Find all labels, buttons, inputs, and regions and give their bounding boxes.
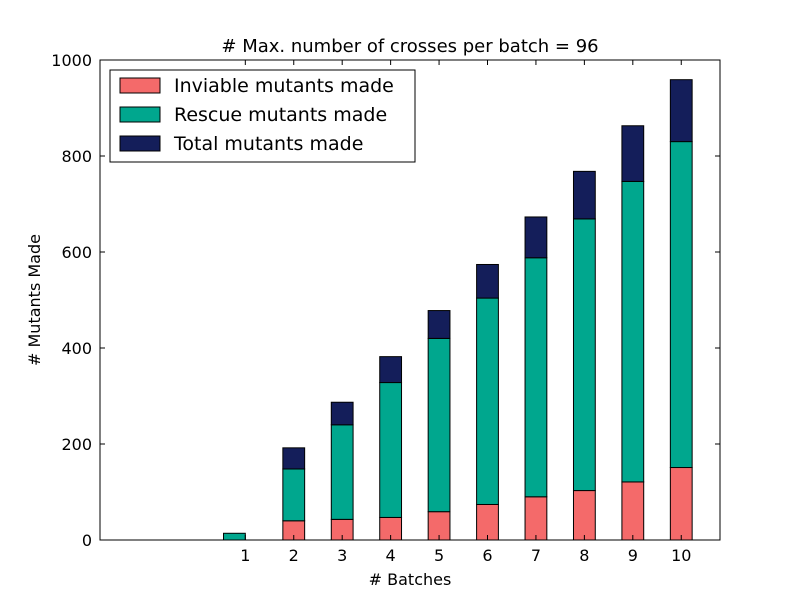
x-tick-label: 5 bbox=[434, 546, 444, 565]
x-tick-label: 10 bbox=[671, 546, 691, 565]
legend-frame bbox=[109, 69, 416, 163]
bar-inviable-mutants-made-batch-8 bbox=[572, 490, 596, 541]
bar-rescue-mutants-made-batch-10 bbox=[669, 141, 693, 469]
legend-swatch-1 bbox=[119, 77, 161, 94]
bar-total-mutants-made-batch-7 bbox=[524, 216, 548, 259]
bar-total-mutants-made-batch-3 bbox=[330, 401, 354, 426]
y-axis-label: # Mutants Made bbox=[25, 234, 44, 366]
bar-total-mutants-made-batch-4 bbox=[379, 356, 403, 384]
bar-rescue-mutants-made-batch-6 bbox=[476, 297, 499, 505]
bar-inviable-mutants-made-batch-9 bbox=[621, 481, 645, 541]
bar-rescue-mutants-made-batch-8 bbox=[572, 218, 596, 492]
x-tick-label: 2 bbox=[289, 546, 299, 565]
plot-frame bbox=[99, 59, 721, 541]
bar-rescue-mutants-made-batch-7 bbox=[524, 257, 548, 498]
y-tick-label: 800 bbox=[61, 147, 92, 166]
bar-inviable-mutants-made-batch-7 bbox=[524, 496, 548, 541]
legend-label-1: Inviable mutants made bbox=[174, 75, 394, 97]
bar-rescue-mutants-made-batch-1 bbox=[223, 532, 246, 541]
bar-total-mutants-made-batch-6 bbox=[476, 263, 499, 299]
legend-swatch-2 bbox=[119, 106, 161, 123]
x-tick-label: 8 bbox=[579, 546, 589, 565]
bar-inviable-mutants-made-batch-10 bbox=[669, 467, 693, 541]
bar-rescue-mutants-made-batch-2 bbox=[282, 468, 306, 522]
x-tick-label: 9 bbox=[628, 546, 638, 565]
bar-rescue-mutants-made-batch-5 bbox=[427, 337, 451, 513]
legend-swatch-3 bbox=[119, 135, 161, 152]
x-tick-label: 7 bbox=[531, 546, 541, 565]
chart-title: # Max. number of crosses per batch = 96 bbox=[221, 36, 598, 57]
bar-total-mutants-made-batch-9 bbox=[621, 125, 645, 182]
y-tick-label: 0 bbox=[82, 531, 92, 550]
x-tick-label: 1 bbox=[240, 546, 250, 565]
bar-rescue-mutants-made-batch-4 bbox=[379, 382, 403, 518]
x-tick-label: 3 bbox=[337, 546, 347, 565]
bar-rescue-mutants-made-batch-3 bbox=[330, 424, 354, 520]
bar-total-mutants-made-batch-10 bbox=[669, 79, 693, 143]
legend: Inviable mutants made Rescue mutants made… bbox=[109, 69, 416, 163]
bars-layer bbox=[223, 79, 693, 541]
legend-label-2: Rescue mutants made bbox=[174, 104, 387, 126]
bar-rescue-mutants-made-batch-9 bbox=[621, 180, 645, 483]
bar-total-mutants-made-batch-5 bbox=[427, 310, 451, 339]
legend-label-3: Total mutants made bbox=[173, 133, 363, 155]
y-tick-label: 600 bbox=[61, 243, 92, 262]
y-tick-label: 200 bbox=[61, 435, 92, 454]
bar-total-mutants-made-batch-2 bbox=[282, 447, 306, 470]
y-tick-label: 1000 bbox=[51, 51, 92, 70]
x-axis-label: # Batches bbox=[369, 570, 452, 589]
axes-layer: 0 200 400 600 800 1000 1 2 3 4 5 6 7 8 9 10 bbox=[51, 51, 720, 565]
x-tick-label: 6 bbox=[482, 546, 492, 565]
bar-inviable-mutants-made-batch-6 bbox=[476, 503, 499, 541]
bar-total-mutants-made-batch-8 bbox=[572, 170, 596, 220]
y-tick-label: 400 bbox=[61, 339, 92, 358]
x-tick-label: 4 bbox=[386, 546, 396, 565]
